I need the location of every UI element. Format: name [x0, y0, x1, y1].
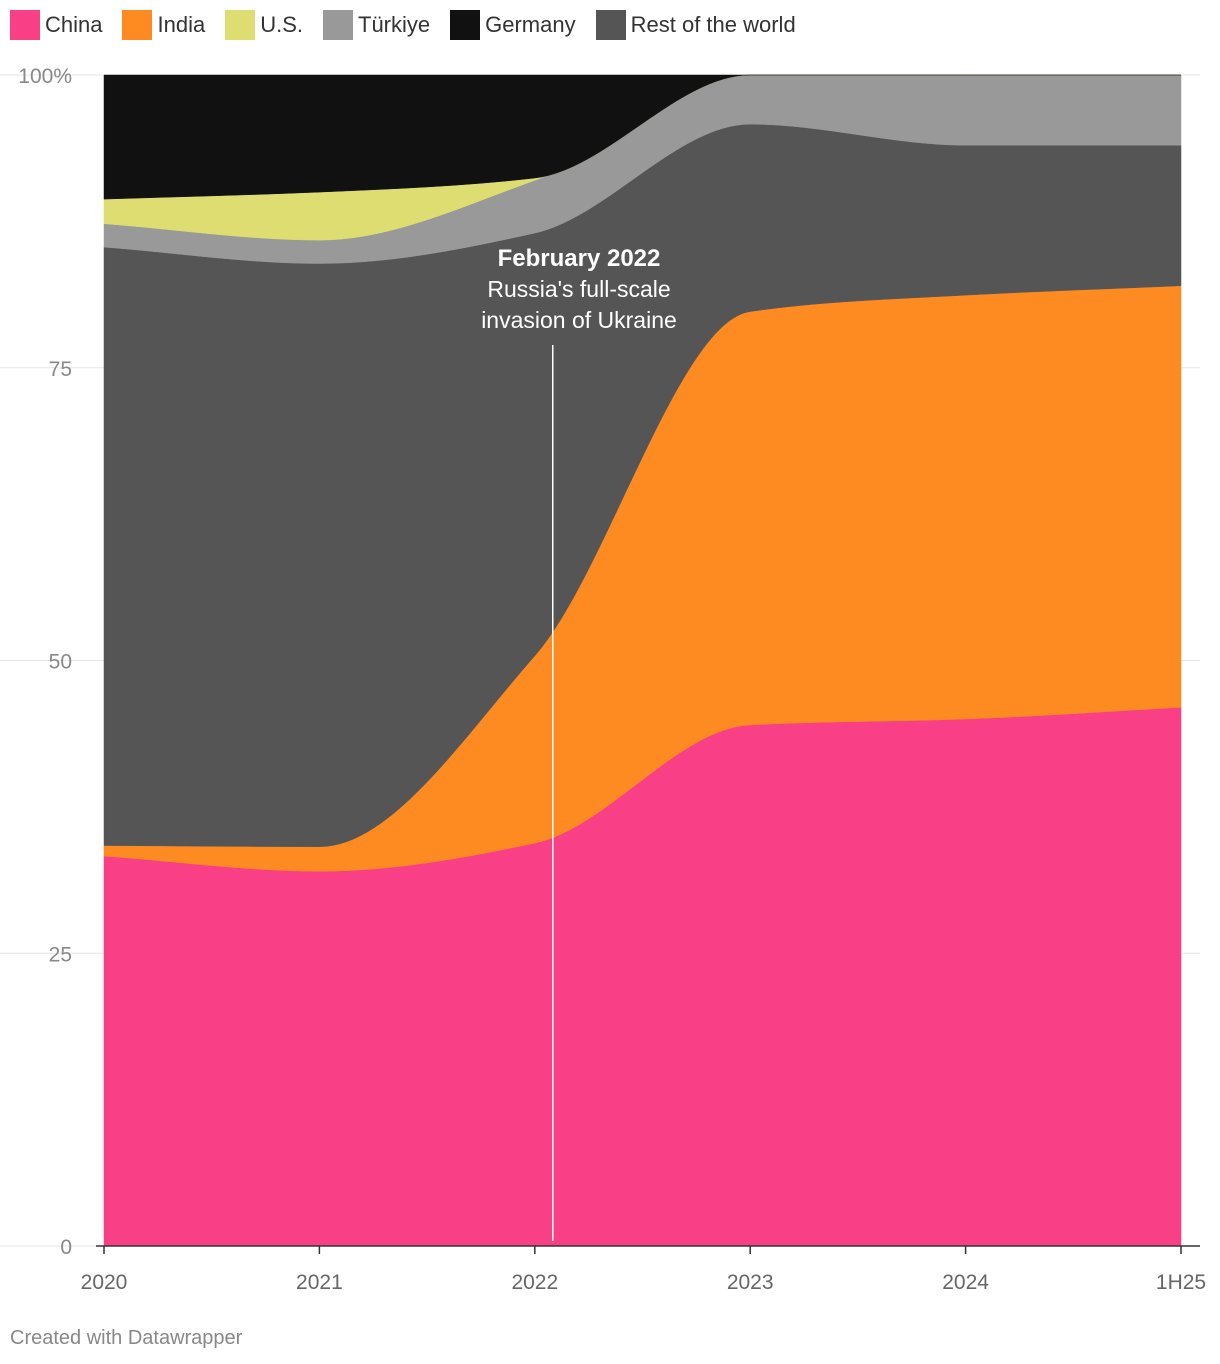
x-tick-label: 2020	[81, 1271, 128, 1294]
legend-label: Germany	[485, 12, 576, 37]
y-tick-label: 75	[49, 358, 72, 381]
legend-item-t-rkiye: Türkiye	[323, 10, 430, 40]
footer-credit: Created with Datawrapper	[10, 1327, 243, 1349]
y-tick-label: 50	[49, 651, 72, 674]
x-tick-label: 2022	[511, 1271, 558, 1294]
legend-swatch	[122, 10, 153, 40]
y-tick-label: 0	[60, 1236, 72, 1259]
y-tick-label: 100%	[18, 65, 72, 88]
y-tick-label: 25	[49, 943, 72, 966]
legend-label: U.S.	[260, 12, 303, 37]
annotation-title: February 2022	[498, 245, 661, 272]
legend-label: Türkiye	[358, 12, 431, 37]
stacked-area-chart: 0 25 50 75 100% 2020 2021 2022 2023 2024 1H25 Feb…	[0, 65, 1206, 1294]
legend-label: China	[45, 12, 103, 37]
legend-swatch	[10, 10, 40, 40]
legend-swatch	[225, 10, 256, 40]
legend-item-rest-of-the-world: Rest of the world	[595, 10, 796, 40]
annotation-text: Russia's full-scale	[487, 276, 670, 302]
legend-label: India	[157, 12, 206, 37]
x-tick-label: 2021	[296, 1271, 343, 1294]
legend-swatch	[450, 10, 481, 40]
annotation-text: invasion of Ukraine	[481, 307, 677, 333]
legend-swatch	[595, 10, 626, 40]
x-tick-label: 1H25	[1156, 1271, 1206, 1294]
legend-label: Rest of the world	[630, 12, 796, 37]
legend-item-germany: Germany	[450, 10, 576, 40]
area-germany	[103, 74, 1181, 200]
legend-item-china: China	[10, 10, 102, 40]
legend-item-india: India	[122, 10, 205, 40]
chart-legend: China India U.S. Türkiye Germany Rest of the …	[10, 8, 816, 42]
x-tick-label: 2024	[942, 1271, 989, 1294]
legend-swatch	[323, 10, 353, 40]
x-tick-label: 2023	[727, 1271, 774, 1294]
legend-item-u-s-: U.S.	[225, 10, 303, 40]
